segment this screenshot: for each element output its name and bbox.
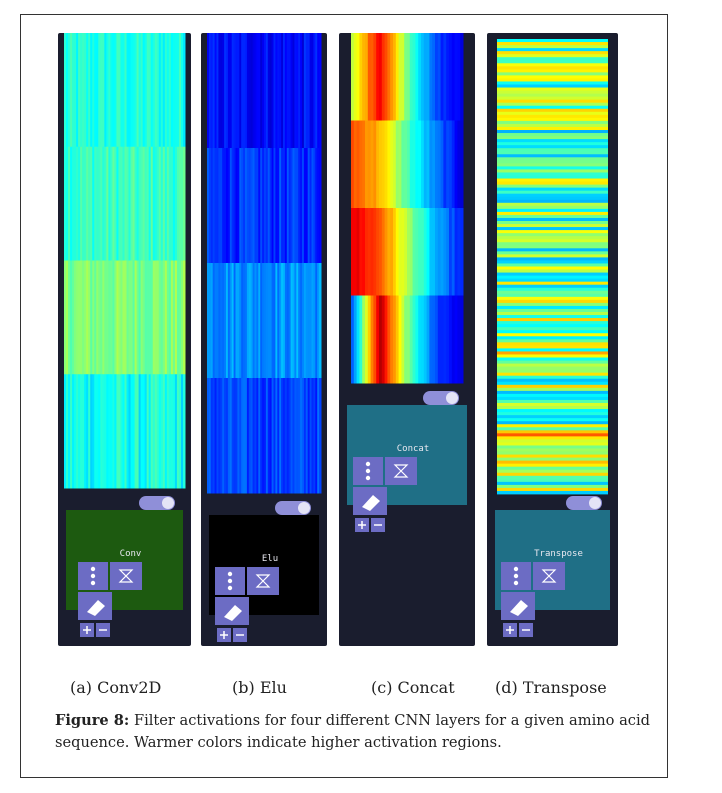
activation-panel-c: Concat: [339, 33, 475, 646]
node-controls: [215, 567, 279, 642]
heatmap-b: [207, 33, 322, 494]
panel-transpose: Transpose: [487, 33, 618, 646]
activation-panel-b: Elu: [201, 33, 327, 646]
heatmap-c: [351, 33, 464, 384]
toggle-switch: [275, 501, 311, 515]
figure-caption: Figure 8: Filter activations for four di…: [55, 710, 655, 754]
toggle-switch: [566, 496, 602, 510]
panel-conv2d: Conv: [58, 33, 191, 646]
toggle-switch: [423, 391, 459, 405]
layer-name-a: Conv: [120, 549, 142, 559]
activation-panel-d: Transpose: [487, 33, 618, 646]
figure-label: Figure 8:: [55, 712, 130, 729]
panel-elu: Elu: [201, 33, 327, 646]
node-controls: [501, 562, 565, 637]
panel-concat: Concat: [339, 33, 475, 646]
node-controls: [353, 457, 417, 532]
node-controls: [78, 562, 142, 637]
subcaption-conv2d: (a) Conv2D: [70, 678, 162, 697]
heatmap-d: [497, 39, 608, 495]
subcaption-elu: (b) Elu: [232, 678, 287, 697]
layer-name-c: Concat: [397, 444, 430, 454]
layer-name-b: Elu: [262, 554, 278, 564]
heatmap-a: [64, 33, 186, 489]
subcaption-transpose: (d) Transpose: [495, 678, 607, 697]
activation-panel-a: Conv: [58, 33, 191, 646]
subcaption-concat: (c) Concat: [371, 678, 455, 697]
toggle-switch: [139, 496, 175, 510]
layer-name-d: Transpose: [534, 549, 583, 559]
figure-caption-text: Filter activations for four different CN…: [55, 712, 650, 751]
